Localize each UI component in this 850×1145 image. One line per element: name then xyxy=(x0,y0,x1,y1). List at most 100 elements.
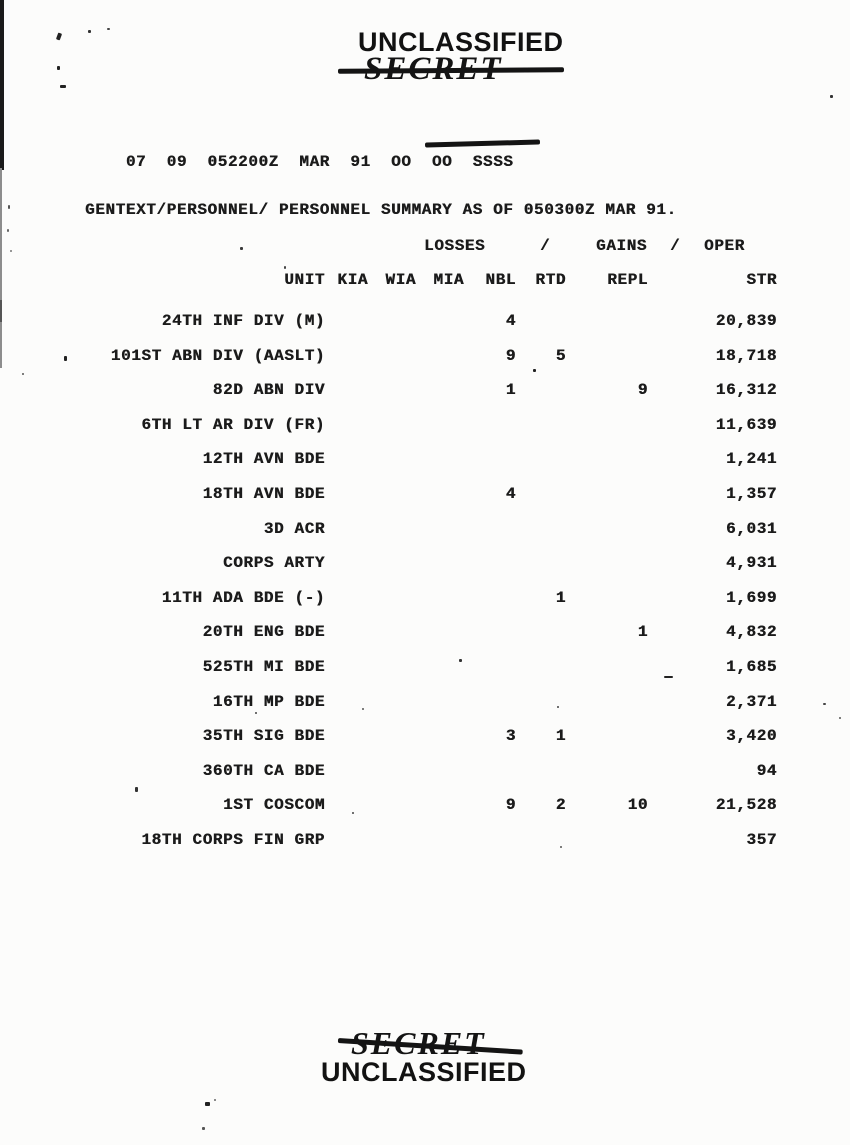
table-row: 16TH MP BDE 2,371 xyxy=(85,687,777,722)
cell-str: 16,312 xyxy=(715,381,777,400)
cell-repl xyxy=(566,479,648,514)
cell-str: 1,685 xyxy=(725,657,777,676)
cell-wia xyxy=(368,721,416,756)
cell-kia xyxy=(325,721,368,756)
scan-speck xyxy=(107,28,110,30)
cell-nbl xyxy=(464,410,516,445)
scan-speck xyxy=(10,250,12,252)
table-row: 18TH AVN BDE 4 1,357 xyxy=(85,479,777,514)
cell-repl xyxy=(566,444,648,479)
cell-repl: 10 xyxy=(627,796,648,815)
cell-wia xyxy=(368,444,416,479)
cell-str: 3,420 xyxy=(725,727,777,746)
cell-wia xyxy=(368,375,416,410)
cell-rtd xyxy=(516,687,566,722)
cell-unit: 6TH LT AR DIV (FR) xyxy=(141,415,325,434)
cell-mia xyxy=(416,617,464,652)
scan-speck xyxy=(64,356,67,361)
cell-kia xyxy=(325,652,368,687)
cell-unit: 16TH MP BDE xyxy=(212,692,325,711)
cell-wia xyxy=(368,617,416,652)
scan-speck xyxy=(57,66,60,70)
cell-kia xyxy=(325,790,368,825)
cell-rtd: 1 xyxy=(555,588,566,607)
cell-kia xyxy=(325,825,368,860)
cell-nbl xyxy=(464,583,516,618)
cell-repl xyxy=(566,652,648,687)
cell-repl xyxy=(566,687,648,722)
cell-mia xyxy=(416,444,464,479)
personnel-table-body: 24TH INF DIV (M) 4 20,839 101ST ABN DIV (AA… xyxy=(85,306,777,860)
scan-edge-artifact xyxy=(0,0,4,170)
cell-mia xyxy=(416,375,464,410)
cell-unit: 18TH AVN BDE xyxy=(202,484,325,503)
cell-mia xyxy=(416,825,464,860)
cell-rtd: 2 xyxy=(555,796,566,815)
cell-rtd xyxy=(516,652,566,687)
losses-gains-header: LOSSES / GAINS / OPER xyxy=(0,237,850,257)
scan-speck xyxy=(459,659,462,662)
cell-unit: 35TH SIG BDE xyxy=(202,727,325,746)
secret-strikethrough-top xyxy=(337,67,565,74)
cell-nbl: 4 xyxy=(505,312,516,330)
message-header-text: 07 09 052200Z MAR 91 OO OO xyxy=(125,153,473,171)
scan-speck xyxy=(55,32,63,41)
table-row: 3D ACR 6,031 xyxy=(85,514,777,549)
cell-unit: CORPS ARTY xyxy=(222,554,325,573)
cell-str: 1,241 xyxy=(725,450,777,469)
cell-wia xyxy=(368,306,416,341)
cell-str: 18,718 xyxy=(715,346,777,365)
scan-speck xyxy=(22,373,24,375)
personnel-summary-title: GENTEXT/PERSONNEL/ PERSONNEL SUMMARY AS … xyxy=(85,201,677,219)
cell-kia xyxy=(325,687,368,722)
cell-repl xyxy=(566,306,648,341)
scan-speck xyxy=(284,266,286,269)
cell-kia xyxy=(325,444,368,479)
redacted-code: SSSS xyxy=(472,153,514,171)
scan-speck xyxy=(830,95,833,98)
cell-nbl: 3 xyxy=(505,727,516,746)
cell-str: 1,357 xyxy=(725,484,777,503)
cell-wia xyxy=(368,341,416,376)
cell-kia xyxy=(325,548,368,583)
cell-unit: 12TH AVN BDE xyxy=(202,450,325,469)
cell-unit: 18TH CORPS FIN GRP xyxy=(141,830,325,849)
cell-str: 4,931 xyxy=(725,554,777,573)
cell-kia xyxy=(325,514,368,549)
cell-unit: 24TH INF DIV (M) xyxy=(161,312,325,330)
cell-str: 357 xyxy=(746,830,777,849)
cell-mia xyxy=(416,687,464,722)
unclassified-stamp-top: UNCLASSIFIED xyxy=(358,27,564,57)
unclassified-stamp-bottom: UNCLASSIFIED xyxy=(321,1057,527,1087)
cell-repl xyxy=(566,548,648,583)
scan-speck xyxy=(255,712,257,714)
column-header-mia: MIA xyxy=(433,271,464,289)
column-header-kia: KIA xyxy=(337,271,368,289)
table-row: 35TH SIG BDE 3 1 3,420 xyxy=(85,721,777,756)
table-row: 525TH MI BDE 1,685 xyxy=(85,652,777,687)
cell-kia xyxy=(325,375,368,410)
scan-speck xyxy=(362,708,364,710)
cell-rtd xyxy=(516,410,566,445)
scan-speck xyxy=(205,1102,210,1106)
cell-wia xyxy=(368,756,416,791)
table-row: 360TH CA BDE 94 xyxy=(85,756,777,791)
column-header-unit: UNIT xyxy=(284,271,325,289)
cell-mia xyxy=(416,756,464,791)
cell-mia xyxy=(416,479,464,514)
table-row: 101ST ABN DIV (AASLT) 9 5 18,718 xyxy=(85,341,777,376)
cell-rtd xyxy=(516,444,566,479)
cell-kia xyxy=(325,306,368,341)
cell-unit: 360TH CA BDE xyxy=(202,761,325,780)
scan-speck xyxy=(60,85,66,88)
cell-repl: 1 xyxy=(637,623,648,642)
cell-nbl xyxy=(464,444,516,479)
cell-mia xyxy=(416,548,464,583)
scan-speck xyxy=(352,812,354,814)
cell-rtd xyxy=(516,306,566,341)
cell-kia xyxy=(325,341,368,376)
cell-wia xyxy=(368,583,416,618)
personnel-table: UNIT KIA WIA MIA NBL RTD REPL STR 24TH I… xyxy=(85,263,777,860)
cell-kia xyxy=(325,617,368,652)
cell-mia xyxy=(416,790,464,825)
